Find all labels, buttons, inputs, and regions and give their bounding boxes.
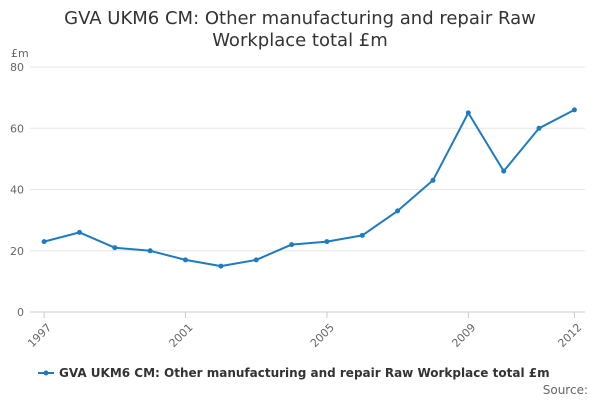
data-point xyxy=(147,248,153,254)
x-tick-label: 2012 xyxy=(555,321,584,350)
chart-title-line-1: GVA UKM6 CM: Other manufacturing and rep… xyxy=(64,8,536,29)
data-point xyxy=(183,257,188,263)
y-tick-label: 0 xyxy=(17,306,24,319)
x-tick-label: 1997 xyxy=(25,321,54,350)
series-layer xyxy=(41,107,577,269)
series-line xyxy=(43,108,576,268)
legend[interactable]: GVA UKM6 CM: Other manufacturing and rep… xyxy=(38,366,550,380)
x-tick-label: 2005 xyxy=(308,321,337,350)
x-tick-label: 2009 xyxy=(449,321,478,350)
y-tick-label: 40 xyxy=(10,184,24,197)
data-point xyxy=(501,168,507,174)
data-point xyxy=(112,245,118,251)
legend-label: GVA UKM6 CM: Other manufacturing and rep… xyxy=(59,366,550,380)
x-tick-label: 2001 xyxy=(167,321,196,350)
legend-point-marker xyxy=(43,370,49,376)
data-point xyxy=(324,239,330,245)
y-tick-label: 80 xyxy=(10,61,24,74)
data-point xyxy=(465,110,471,116)
source-label: Source: xyxy=(543,383,588,397)
data-point xyxy=(359,232,365,238)
x-axis-ticks: 1997 2001 2005 2009 2012 xyxy=(25,312,584,350)
y-axis-unit-label: £m xyxy=(11,47,29,60)
data-point xyxy=(430,177,436,183)
data-point xyxy=(536,125,542,131)
data-point xyxy=(289,242,295,248)
data-point xyxy=(41,239,47,245)
gridlines xyxy=(30,66,585,313)
y-axis-ticks: 0 20 40 60 80 xyxy=(10,61,24,319)
data-point xyxy=(395,208,401,214)
y-tick-label: 20 xyxy=(10,245,24,258)
data-point xyxy=(218,263,224,269)
data-point xyxy=(571,107,577,113)
y-tick-label: 60 xyxy=(10,122,24,135)
chart-title-line-2: Workplace total £m xyxy=(212,30,388,51)
data-point xyxy=(253,257,259,263)
data-point xyxy=(77,229,82,235)
